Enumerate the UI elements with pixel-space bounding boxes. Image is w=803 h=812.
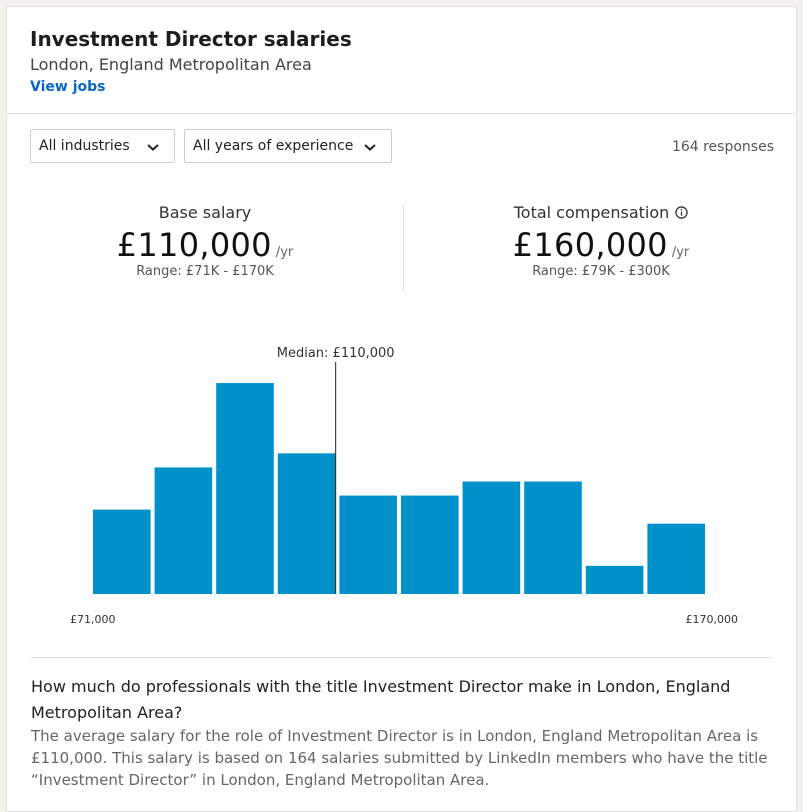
section-divider (31, 657, 772, 658)
histogram-bar (154, 467, 213, 594)
base-salary-amount: £110,000 (116, 226, 272, 264)
base-salary-unit: /yr (275, 245, 294, 260)
responses-count: 164 responses (671, 139, 774, 155)
faq-answer: The average salary for the role of Inves… (31, 727, 768, 789)
x-axis-min-label: £71,000 (70, 613, 116, 626)
salary-card: Investment Director salaries London, Eng… (6, 6, 797, 812)
base-salary-range: Range: £71K - £170K (136, 264, 274, 279)
view-jobs-link[interactable]: View jobs (30, 79, 106, 95)
total-compensation-unit: /yr (671, 245, 690, 260)
histogram-bar (585, 565, 644, 594)
experience-dropdown[interactable]: All years of experience (184, 129, 392, 163)
total-compensation-label: Total compensation (513, 203, 670, 222)
histogram-bar (216, 383, 274, 594)
total-compensation-block: Total compensation £160,000/yr Range: £7… (403, 203, 799, 279)
industry-dropdown[interactable]: All industries (30, 129, 175, 163)
histogram-bar (462, 481, 521, 594)
histogram-bar (339, 495, 397, 594)
histogram-bar (524, 481, 582, 594)
industry-dropdown-label: All industries (39, 138, 130, 154)
total-compensation-amount: £160,000 (512, 226, 668, 264)
page-title: Investment Director salaries (30, 27, 352, 51)
experience-dropdown-label: All years of experience (193, 138, 354, 154)
card-header: Investment Director salaries London, Eng… (7, 7, 796, 114)
location-subtitle: London, England Metropolitan Area (30, 55, 312, 74)
x-axis-max-label: £170,000 (686, 613, 739, 626)
median-label: Median: £110,000 (277, 346, 395, 361)
chevron-down-icon (364, 144, 376, 151)
histogram-bar (401, 495, 459, 594)
stats-divider (403, 205, 404, 291)
total-compensation-range: Range: £79K - £300K (532, 264, 670, 279)
info-icon[interactable] (675, 206, 689, 219)
histogram-bar (647, 523, 705, 594)
chevron-down-icon (147, 144, 159, 151)
base-salary-block: Base salary £110,000/yr Range: £71K - £1… (7, 203, 403, 279)
histogram-bar (93, 509, 151, 594)
base-salary-label: Base salary (158, 203, 252, 222)
faq-question: How much do professionals with the title… (31, 677, 731, 722)
salary-histogram: Median: £110,000 £71,000 £170,000 (70, 346, 739, 626)
histogram-bar (277, 453, 336, 594)
